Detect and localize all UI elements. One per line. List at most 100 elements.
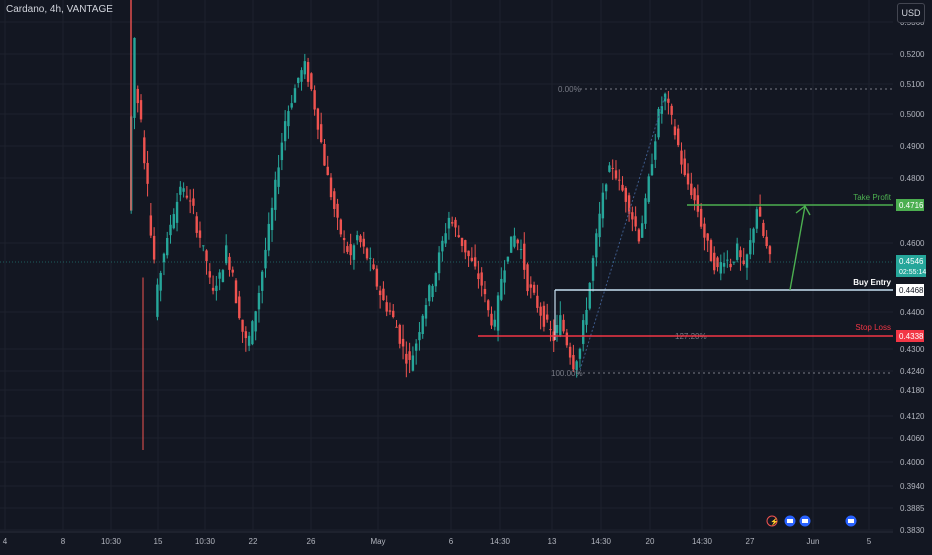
candle-body <box>414 343 418 351</box>
candle-body <box>562 319 565 332</box>
candle-body <box>542 305 546 327</box>
candle-body <box>601 192 605 219</box>
candle-body <box>431 285 434 298</box>
candle-body <box>575 361 578 370</box>
candle-body <box>470 257 474 261</box>
candle-body <box>493 319 496 327</box>
candle-body <box>359 235 362 243</box>
candle-body <box>722 263 726 267</box>
candle-body <box>369 257 372 259</box>
candle-body <box>310 73 313 90</box>
candle-body <box>680 150 683 165</box>
candle-body <box>136 88 139 104</box>
candle-body <box>513 235 516 247</box>
candle-body <box>686 173 690 185</box>
candle-body <box>326 166 329 176</box>
candle-body <box>254 311 257 332</box>
candle-body <box>644 198 647 224</box>
candle-body <box>270 207 274 231</box>
candle-body <box>496 295 500 331</box>
candle-body <box>215 285 218 291</box>
candle-body <box>342 238 346 241</box>
candle-body <box>549 329 552 331</box>
y-tick-label: 0.4400 <box>900 308 925 317</box>
candle-body <box>657 108 660 138</box>
candle-body <box>762 222 765 236</box>
candle-body <box>670 105 673 115</box>
candle-body <box>421 315 424 335</box>
candle-body <box>516 239 519 244</box>
candle-body <box>677 128 680 146</box>
y-tick-label: 0.4600 <box>900 239 925 248</box>
current-price-tag[interactable] <box>896 255 926 277</box>
candle-body <box>185 195 189 198</box>
y-tick-label: 0.3885 <box>900 504 925 513</box>
x-tick-label: 6 <box>449 537 454 546</box>
candle-body <box>650 164 654 176</box>
candle-body <box>441 240 444 252</box>
candle-body <box>565 332 569 346</box>
candle-body <box>447 217 451 229</box>
candle-body <box>428 285 431 302</box>
y-tick-label: 0.4000 <box>900 458 925 467</box>
candle-body <box>306 62 310 82</box>
candle-body <box>755 209 759 229</box>
candle-body <box>146 162 149 184</box>
candle-body <box>267 223 270 251</box>
candle-body <box>405 353 408 364</box>
lightning-event-icon[interactable] <box>766 515 778 527</box>
candle-body <box>523 243 526 270</box>
candle-body <box>745 254 749 268</box>
x-tick-label: 14:30 <box>591 537 612 546</box>
candle-body <box>188 200 192 202</box>
symbol-title[interactable]: Cardano, 4h, VANTAGE <box>6 4 113 15</box>
candle-body <box>555 324 559 333</box>
candle-body <box>244 331 248 339</box>
candle-body <box>234 280 238 304</box>
candle-body <box>696 195 700 212</box>
candle-body <box>480 272 483 286</box>
candle-body <box>572 355 575 370</box>
candle-body <box>218 272 221 279</box>
candle-body <box>162 253 166 263</box>
candle-body <box>375 268 379 287</box>
flag-glyph <box>787 519 793 523</box>
y-tick-label: 0.4240 <box>900 367 925 376</box>
candle-body <box>631 212 634 220</box>
candle-body <box>640 223 644 238</box>
candle-body <box>231 269 234 273</box>
candle-body <box>339 219 343 235</box>
candle-body <box>336 203 339 218</box>
flag-glyph <box>848 519 854 523</box>
candle-body <box>401 338 405 347</box>
y-tick-label: 0.4900 <box>900 142 925 151</box>
candle-body <box>202 245 205 247</box>
candle-body <box>205 250 208 262</box>
candle-body <box>175 201 179 223</box>
candle-body <box>261 271 264 291</box>
time-axis[interactable] <box>0 532 893 550</box>
candle-body <box>316 108 320 130</box>
x-tick-label: 14:30 <box>692 537 713 546</box>
candle-body <box>634 216 637 227</box>
x-tick-label: 26 <box>307 537 316 546</box>
candle-body <box>169 224 172 236</box>
candle-body <box>356 235 359 241</box>
candle-body <box>647 176 650 202</box>
candle-body <box>365 248 369 259</box>
candle-body <box>706 233 709 241</box>
candle-body <box>362 238 365 247</box>
candle-body <box>713 252 716 271</box>
currency-button[interactable]: USD <box>897 3 925 23</box>
y-tick-label: 0.3940 <box>900 482 925 491</box>
lightning-glyph: ⚡ <box>770 517 779 526</box>
candle-body <box>545 314 549 320</box>
candle-body <box>152 235 156 260</box>
stop-loss-price-tag <box>896 330 924 342</box>
candle-body <box>667 98 670 103</box>
candle-body <box>329 177 333 198</box>
candle-body <box>241 319 244 332</box>
candle-body <box>663 93 667 102</box>
